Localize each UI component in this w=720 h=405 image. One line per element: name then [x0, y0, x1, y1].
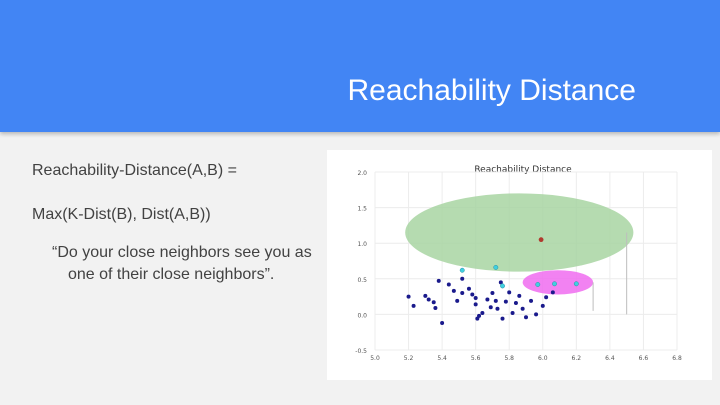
y-tick-label: 1.5: [357, 206, 367, 213]
data-point: [500, 316, 505, 321]
x-tick-label: 6.2: [572, 355, 582, 362]
neighbor-point: [552, 281, 557, 287]
data-point: [460, 291, 465, 296]
x-tick-label: 5.8: [504, 355, 514, 362]
data-point: [517, 293, 522, 298]
x-tick-label: 6.0: [538, 355, 548, 362]
point-a: [538, 237, 544, 243]
data-point: [460, 276, 465, 281]
data-point: [480, 310, 485, 315]
chart-svg: Reachability Distance 2.0 1.5 1.0 0.5 0.0 -0.…: [355, 165, 682, 362]
data-point: [440, 320, 445, 325]
x-tick-label: 6.6: [639, 355, 649, 362]
data-point: [446, 282, 451, 287]
y-tick-label: -0.5: [355, 348, 367, 355]
data-point: [493, 298, 498, 303]
data-point: [513, 301, 518, 306]
y-tick-label: 0.0: [357, 312, 367, 319]
data-point: [470, 292, 475, 297]
x-tick-label: 5.6: [471, 355, 481, 362]
data-point: [411, 303, 416, 308]
neighbor-point: [535, 282, 541, 287]
data-point: [436, 278, 441, 283]
data-point: [455, 298, 460, 303]
data-point: [550, 290, 555, 295]
slide-title: Reachability Distance: [347, 74, 636, 107]
data-point: [477, 313, 482, 318]
data-point: [466, 286, 471, 291]
chart-title: Reachability Distance: [474, 165, 572, 175]
chart-vlines: [592, 232, 628, 315]
y-tick-label: 0.5: [357, 277, 367, 284]
reachability-chart: Reachability Distance 2.0 1.5 1.0 0.5 0.0 -0.…: [327, 150, 712, 380]
data-point: [451, 288, 456, 293]
green-reach-circle: [405, 193, 634, 272]
data-point: [485, 297, 490, 302]
x-tick-label: 6.8: [672, 355, 682, 362]
data-point: [473, 302, 478, 307]
chart-regions: [405, 193, 634, 295]
data-point: [524, 315, 528, 320]
formula-line-2: Max(K-Dist(B), Dist(A,B)): [32, 206, 211, 223]
neighbor-point: [459, 267, 465, 273]
data-point: [540, 303, 545, 308]
data-point: [498, 280, 503, 285]
data-point: [488, 305, 493, 310]
data-point: [406, 294, 411, 299]
chart-points: [406, 237, 579, 325]
y-tick-label: 2.0: [357, 170, 367, 177]
data-point: [426, 297, 431, 302]
y-tick-label: 1.0: [357, 241, 367, 248]
magenta-reach-circle: [522, 270, 594, 295]
data-point: [495, 306, 500, 311]
data-point: [503, 299, 508, 304]
x-tick-label: 6.4: [605, 355, 615, 362]
data-point: [510, 310, 515, 315]
data-point: [473, 296, 478, 301]
data-point: [507, 290, 512, 295]
data-point: [423, 293, 428, 298]
data-point: [534, 312, 539, 317]
data-point: [529, 298, 534, 303]
data-point: [520, 306, 525, 311]
x-tick-label: 5.2: [404, 355, 414, 362]
data-point: [490, 291, 495, 296]
formula-line-1: Reachability-Distance(A,B) =: [32, 162, 237, 179]
neighbor-point: [493, 264, 499, 270]
data-point: [431, 300, 436, 305]
x-tick-label: 5.4: [437, 355, 447, 362]
data-point: [433, 305, 438, 310]
x-tick-labels: 5.0 5.2 5.4 5.6 5.8 6.0 6.2 6.4 6.6 6.8: [370, 355, 682, 362]
neighbor-point: [500, 283, 505, 289]
quote-block: “Do your close neighbors see you as one …: [52, 242, 327, 286]
x-tick-label: 5.0: [370, 355, 380, 362]
title-banner: Reachability Distance: [0, 0, 720, 132]
data-point: [544, 295, 549, 300]
neighbor-point: [573, 281, 579, 287]
y-tick-labels: 2.0 1.5 1.0 0.5 0.0 -0.5: [355, 170, 367, 355]
quote-text: “Do your close neighbors see you as one …: [52, 244, 312, 283]
